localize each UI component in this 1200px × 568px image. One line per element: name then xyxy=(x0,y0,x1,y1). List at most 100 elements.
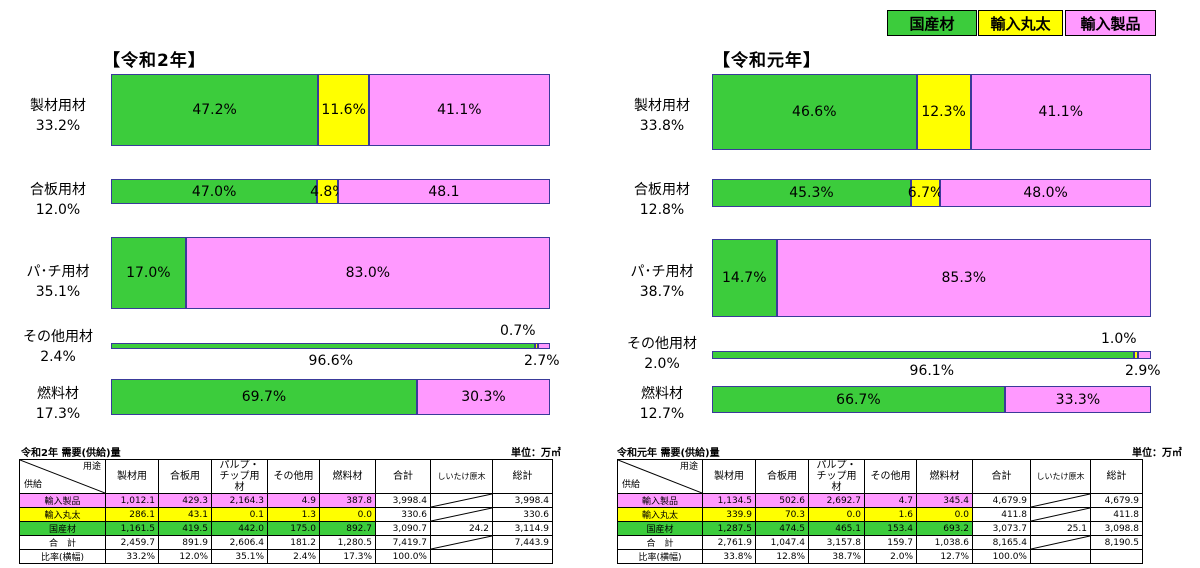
category-share: 2.4% xyxy=(40,349,76,365)
table-cell: 2,692.7 xyxy=(808,493,865,508)
column-header: 合板用 xyxy=(158,459,212,494)
table-cell: 8,190.5 xyxy=(1090,535,1143,550)
table-row: 国産材 1,161.5 419.5 442.0 175.0 892.7 3,090.7 24.… xyxy=(19,521,553,536)
corner-bottom-label: 供給 xyxy=(24,480,43,490)
table-cell: 339.9 xyxy=(702,507,756,522)
data-table: 用途 供給 製材用 合板用 パルプ・ チップ用材 その他用 燃料材 合計 しいたけ原木 総計 輸入製… xyxy=(19,459,553,564)
table-cell: 1,047.4 xyxy=(755,535,809,550)
category-name: 製材用材 xyxy=(634,98,690,114)
bar-segment: 47.0% xyxy=(111,179,318,204)
category-name: 燃料材 xyxy=(37,386,79,402)
table-cell: 429.3 xyxy=(158,493,212,508)
table-row: 比率(横幅) 33.2% 12.0% 35.1% 2.4% 17.3% 100.0% xyxy=(19,549,553,564)
category-label: パ･チ用材 35.1% xyxy=(8,262,108,302)
bar-segment: 41.1% xyxy=(369,74,550,146)
category-share: 17.3% xyxy=(35,406,81,422)
table-cell: 2.4% xyxy=(267,549,320,564)
stacked-bar: 45.3% 6.7% 48.0% xyxy=(712,179,1151,207)
bar-segment xyxy=(712,351,1134,359)
table-cell: 8,165.4 xyxy=(972,535,1031,550)
table-cell xyxy=(430,549,493,564)
column-header: 総計 xyxy=(492,459,553,494)
table-row: 合 計 2,459.7 891.9 2,606.4 181.2 1,280.5 7,419.… xyxy=(19,535,553,550)
row-header: 合 計 xyxy=(19,535,106,550)
table-cell: 12.0% xyxy=(158,549,212,564)
table-cell: 2,606.4 xyxy=(211,535,268,550)
legend-item: 輸入製品 xyxy=(1065,10,1156,36)
table-cell: 330.6 xyxy=(375,507,431,522)
table-cell: 35.1% xyxy=(211,549,268,564)
table-cell: 3,073.7 xyxy=(972,521,1031,536)
row-header: 比率(横幅) xyxy=(617,549,703,564)
table-cell: 891.9 xyxy=(158,535,212,550)
table-cell: 4,679.9 xyxy=(1090,493,1143,508)
table-cell: 4.9 xyxy=(267,493,320,508)
stacked-bar: 47.0% 4.8% 48.1 xyxy=(111,179,550,204)
row-header: 合 計 xyxy=(617,535,703,550)
table-cell: 0.0 xyxy=(319,507,376,522)
data-label: 96.1% xyxy=(909,363,955,379)
row-header: 輸入製品 xyxy=(19,493,106,508)
table-cell: 693.2 xyxy=(916,521,973,536)
table-cell: 3,157.8 xyxy=(808,535,865,550)
category-share: 2.0% xyxy=(644,356,680,372)
table-cell xyxy=(1030,493,1091,508)
table-cell: 43.1 xyxy=(158,507,212,522)
bar-segment: 45.3% xyxy=(712,179,911,207)
table-cell xyxy=(1030,535,1091,550)
table-cell: 7,419.7 xyxy=(375,535,431,550)
data-label: 47.2% xyxy=(192,102,237,118)
category-name: 燃料材 xyxy=(641,386,683,402)
table-cell: 100.0% xyxy=(972,549,1031,564)
column-header: 燃料材 xyxy=(916,459,973,494)
data-label: 0.7% xyxy=(500,323,536,339)
stacked-bar: 17.0% 83.0% xyxy=(111,237,550,309)
chart-title: 【令和2年】 xyxy=(103,51,206,71)
stacked-bar: 69.7% 30.3% xyxy=(111,379,550,415)
table-cell: 3,090.7 xyxy=(375,521,431,536)
column-header: 合計 xyxy=(972,459,1031,494)
table-cell: 1,280.5 xyxy=(319,535,376,550)
column-header: しいたけ原木 xyxy=(430,459,493,494)
table-cell: 3,114.9 xyxy=(492,521,553,536)
row-header: 国産材 xyxy=(19,521,106,536)
table-cell: 153.4 xyxy=(864,521,917,536)
table-cell: 2.0% xyxy=(864,549,917,564)
column-header: 合板用 xyxy=(755,459,809,494)
column-header: 燃料材 xyxy=(319,459,376,494)
table-cell: 465.1 xyxy=(808,521,865,536)
table-cell: 411.8 xyxy=(972,507,1031,522)
data-table: 用途 供給 製材用 合板用 パルプ・ チップ用材 その他用 燃料材 合計 しいたけ原木 総計 輸入製… xyxy=(617,459,1143,564)
table-row: 国産材 1,287.5 474.5 465.1 153.4 693.2 3,073.7 25.… xyxy=(617,521,1143,536)
bar-segment: 30.3% xyxy=(416,379,550,415)
table-cell: 4.7 xyxy=(864,493,917,508)
column-header: パルプ・ チップ用材 xyxy=(211,459,268,494)
table-cell: 7,443.9 xyxy=(492,535,553,550)
data-label: 48.0% xyxy=(1023,185,1068,201)
column-header: その他用 xyxy=(864,459,917,494)
table-cell: 70.3 xyxy=(755,507,809,522)
table-cell: 3,098.8 xyxy=(1090,521,1143,536)
bar-segment: 33.3% xyxy=(1004,386,1151,413)
row-header: 輸入製品 xyxy=(617,493,703,508)
bar-segment: 85.3% xyxy=(776,239,1151,317)
data-label: 2.9% xyxy=(1125,363,1161,379)
table-cell: 181.2 xyxy=(267,535,320,550)
category-share: 33.8% xyxy=(639,118,685,134)
data-label: 30.3% xyxy=(461,389,506,405)
bar-segment: 83.0% xyxy=(185,237,550,309)
legend-item: 輸入丸太 xyxy=(978,10,1063,36)
stacked-bar: 47.2% 11.6% 41.1% xyxy=(111,74,550,146)
bar-segment xyxy=(1138,351,1151,359)
data-label: 85.3% xyxy=(941,270,986,286)
data-label: 45.3% xyxy=(789,185,834,201)
table-cell: 474.5 xyxy=(755,521,809,536)
bar-segment: 46.6% xyxy=(712,74,917,150)
bar-segment: 47.2% xyxy=(111,74,319,146)
data-label: 33.3% xyxy=(1055,391,1101,408)
table-cell: 1.6 xyxy=(864,507,917,522)
data-label: 6.7% xyxy=(907,185,944,201)
table-cell: 345.4 xyxy=(916,493,973,508)
stacked-bar: 96.1% 1.0% 2.9% xyxy=(712,331,1161,379)
table-cell: 1,134.5 xyxy=(702,493,756,508)
